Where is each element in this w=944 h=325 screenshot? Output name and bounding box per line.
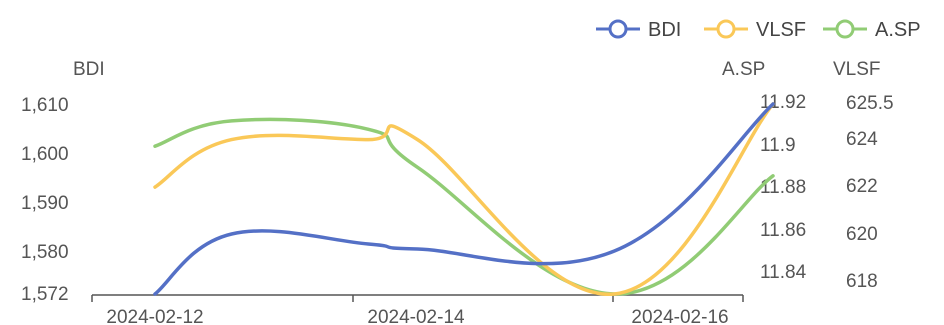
legend-label-vlsf: VLSF (756, 19, 806, 41)
right-outer-axis-title: VLSF (833, 59, 881, 80)
right-inner-tick-label: 11.86 (760, 220, 806, 241)
x-tick-label: 2024-02-12 (106, 307, 203, 325)
left-tick-label: 1,600 (21, 144, 69, 165)
right-outer-tick-label: 622 (846, 176, 878, 197)
left-tick-label: 1,572 (21, 284, 69, 305)
legend-item-vlsf[interactable]: VLSF (704, 19, 806, 41)
right-inner-axis-title: A.SP (722, 59, 765, 80)
legend-item-asp[interactable]: A.SP (823, 19, 921, 41)
x-tick-label: 2024-02-14 (367, 307, 465, 325)
series-line-vlsf[interactable] (153, 102, 775, 296)
left-axis: 1,610 1,600 1,590 1,580 1,572 (21, 95, 69, 305)
left-axis-title: BDI (73, 59, 105, 80)
right-outer-tick-label: 620 (846, 224, 878, 245)
legend-label-bdi: BDI (648, 19, 681, 41)
left-tick-label: 1,590 (21, 193, 69, 214)
series-line-asp[interactable] (153, 117, 775, 296)
right-inner-tick-label: 11.9 (760, 135, 796, 156)
legend-label-asp: A.SP (875, 19, 921, 41)
right-outer-tick-label: 618 (846, 271, 878, 292)
right-inner-axis: 11.92 11.9 11.88 11.86 11.84 (760, 92, 807, 283)
right-outer-tick-label: 624 (846, 129, 878, 150)
series-line-bdi[interactable] (153, 102, 775, 296)
right-inner-tick-label: 11.84 (760, 262, 807, 283)
left-tick-label: 1,580 (21, 242, 69, 263)
left-tick-label: 1,610 (21, 95, 69, 116)
right-inner-tick-label: 11.88 (760, 177, 806, 198)
x-tick-label: 2024-02-16 (631, 307, 728, 325)
series-lines (153, 102, 775, 296)
right-outer-axis: 625.5 624 622 620 618 (846, 93, 894, 292)
legend[interactable]: BDI VLSF A.SP (596, 19, 921, 41)
right-outer-tick-label: 625.5 (846, 93, 894, 114)
x-axis: 2024-02-12 2024-02-14 2024-02-16 (91, 294, 744, 325)
legend-item-bdi[interactable]: BDI (596, 19, 681, 41)
